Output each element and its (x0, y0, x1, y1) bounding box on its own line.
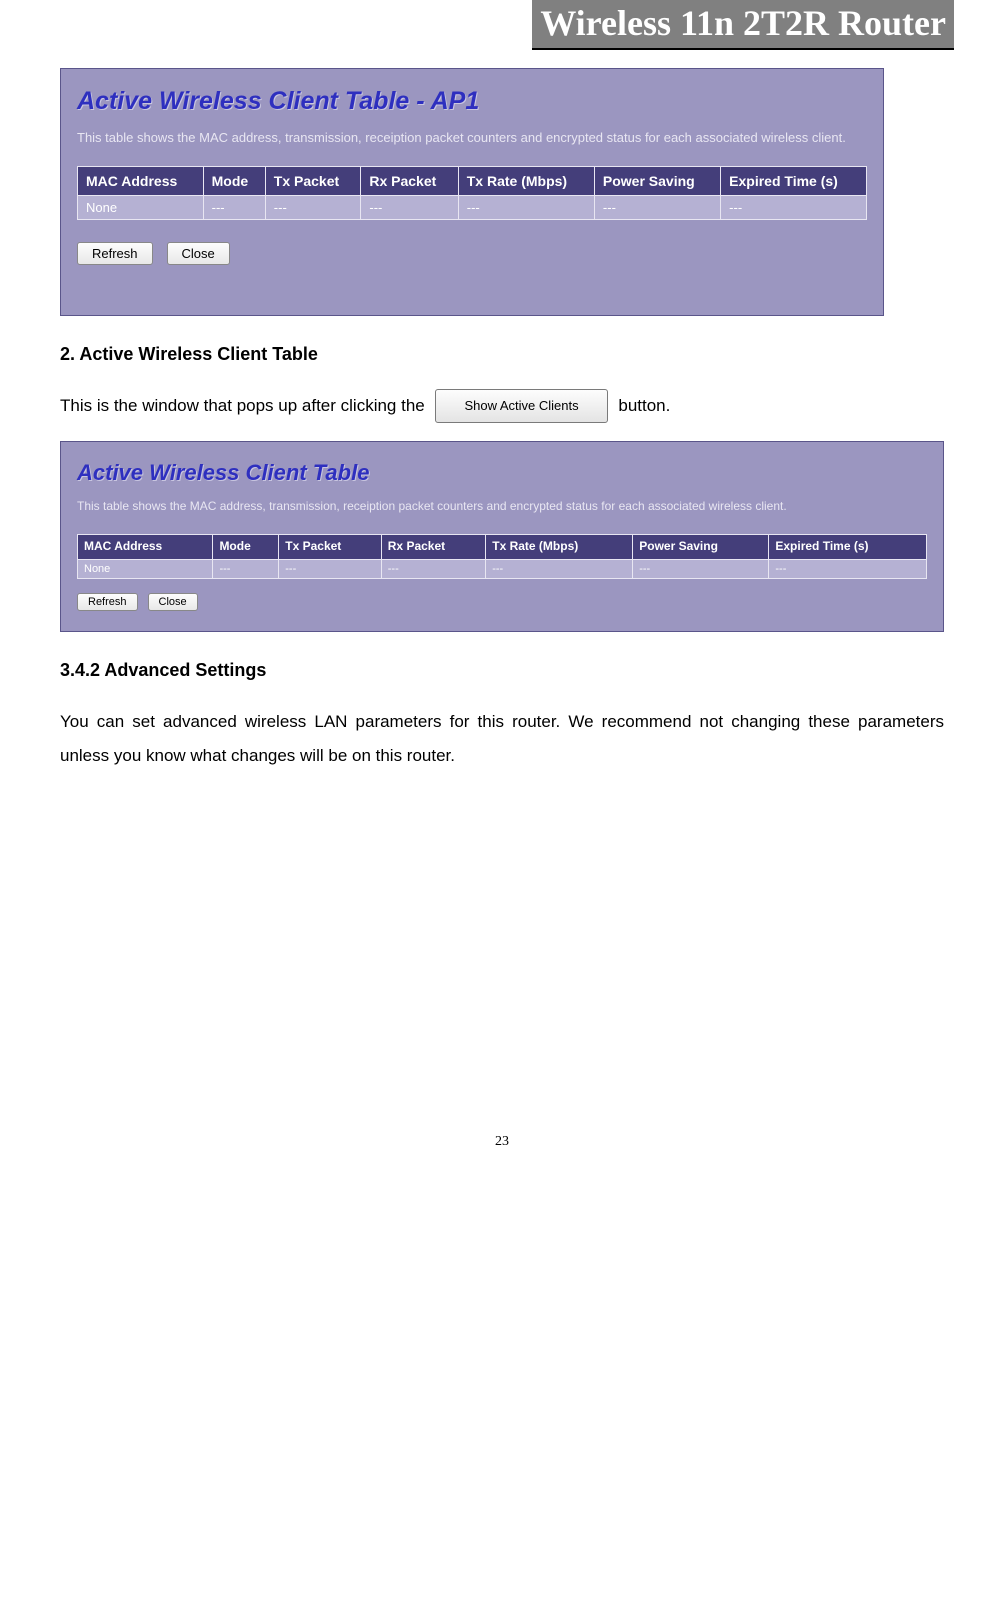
col-rx-packet: Rx Packet (381, 534, 485, 559)
cell-tx-packet: --- (279, 559, 382, 578)
col-tx-packet: Tx Packet (279, 534, 382, 559)
col-mode: Mode (213, 534, 279, 559)
section-heading-2: 2. Active Wireless Client Table (60, 344, 944, 365)
col-tx-rate: Tx Rate (Mbps) (458, 166, 594, 195)
para-suffix: button. (618, 396, 670, 415)
button-row: Refresh Close (77, 593, 927, 611)
cell-mac: None (78, 559, 213, 578)
refresh-button[interactable]: Refresh (77, 593, 138, 611)
panel-description: This table shows the MAC address, transm… (77, 498, 927, 515)
col-tx-rate: Tx Rate (Mbps) (486, 534, 633, 559)
cell-expired-time: --- (769, 559, 927, 578)
client-table-panel-ap1: Active Wireless Client Table - AP1 This … (60, 68, 884, 316)
table-row: None --- --- --- --- --- --- (78, 195, 867, 219)
cell-power-saving: --- (633, 559, 769, 578)
panel-description: This table shows the MAC address, transm… (77, 128, 867, 148)
col-rx-packet: Rx Packet (361, 166, 458, 195)
cell-power-saving: --- (594, 195, 720, 219)
col-mac: MAC Address (78, 534, 213, 559)
cell-expired-time: --- (721, 195, 867, 219)
col-power-saving: Power Saving (594, 166, 720, 195)
col-mode: Mode (203, 166, 265, 195)
table-row: None --- --- --- --- --- --- (78, 559, 927, 578)
cell-mode: --- (213, 559, 279, 578)
col-power-saving: Power Saving (633, 534, 769, 559)
cell-rx-packet: --- (381, 559, 485, 578)
client-table: MAC Address Mode Tx Packet Rx Packet Tx … (77, 534, 927, 579)
col-expired-time: Expired Time (s) (721, 166, 867, 195)
page-number: 23 (60, 1134, 944, 1150)
cell-tx-rate: --- (486, 559, 633, 578)
section-heading-3-4-2: 3.4.2 Advanced Settings (60, 660, 944, 681)
table-header-row: MAC Address Mode Tx Packet Rx Packet Tx … (78, 166, 867, 195)
client-table-panel: Active Wireless Client Table This table … (60, 441, 944, 631)
cell-mac: None (78, 195, 204, 219)
button-row: Refresh Close (77, 242, 867, 265)
col-mac: MAC Address (78, 166, 204, 195)
close-button[interactable]: Close (167, 242, 230, 265)
table-header-row: MAC Address Mode Tx Packet Rx Packet Tx … (78, 534, 927, 559)
refresh-button[interactable]: Refresh (77, 242, 153, 265)
page-header-title: Wireless 11n 2T2R Router (532, 0, 954, 50)
para-prefix: This is the window that pops up after cl… (60, 396, 429, 415)
cell-tx-packet: --- (265, 195, 361, 219)
panel-title: Active Wireless Client Table - AP1 (77, 87, 867, 116)
col-expired-time: Expired Time (s) (769, 534, 927, 559)
close-button[interactable]: Close (148, 593, 198, 611)
panel-title: Active Wireless Client Table (77, 460, 927, 486)
cell-rx-packet: --- (361, 195, 458, 219)
section-2-paragraph: This is the window that pops up after cl… (60, 389, 944, 424)
show-active-clients-button[interactable]: Show Active Clients (435, 389, 607, 424)
cell-mode: --- (203, 195, 265, 219)
client-table: MAC Address Mode Tx Packet Rx Packet Tx … (77, 166, 867, 220)
cell-tx-rate: --- (458, 195, 594, 219)
col-tx-packet: Tx Packet (265, 166, 361, 195)
section-3-paragraph: You can set advanced wireless LAN parame… (60, 705, 944, 775)
document-page: Wireless 11n 2T2R Router Active Wireless… (0, 0, 1004, 1180)
